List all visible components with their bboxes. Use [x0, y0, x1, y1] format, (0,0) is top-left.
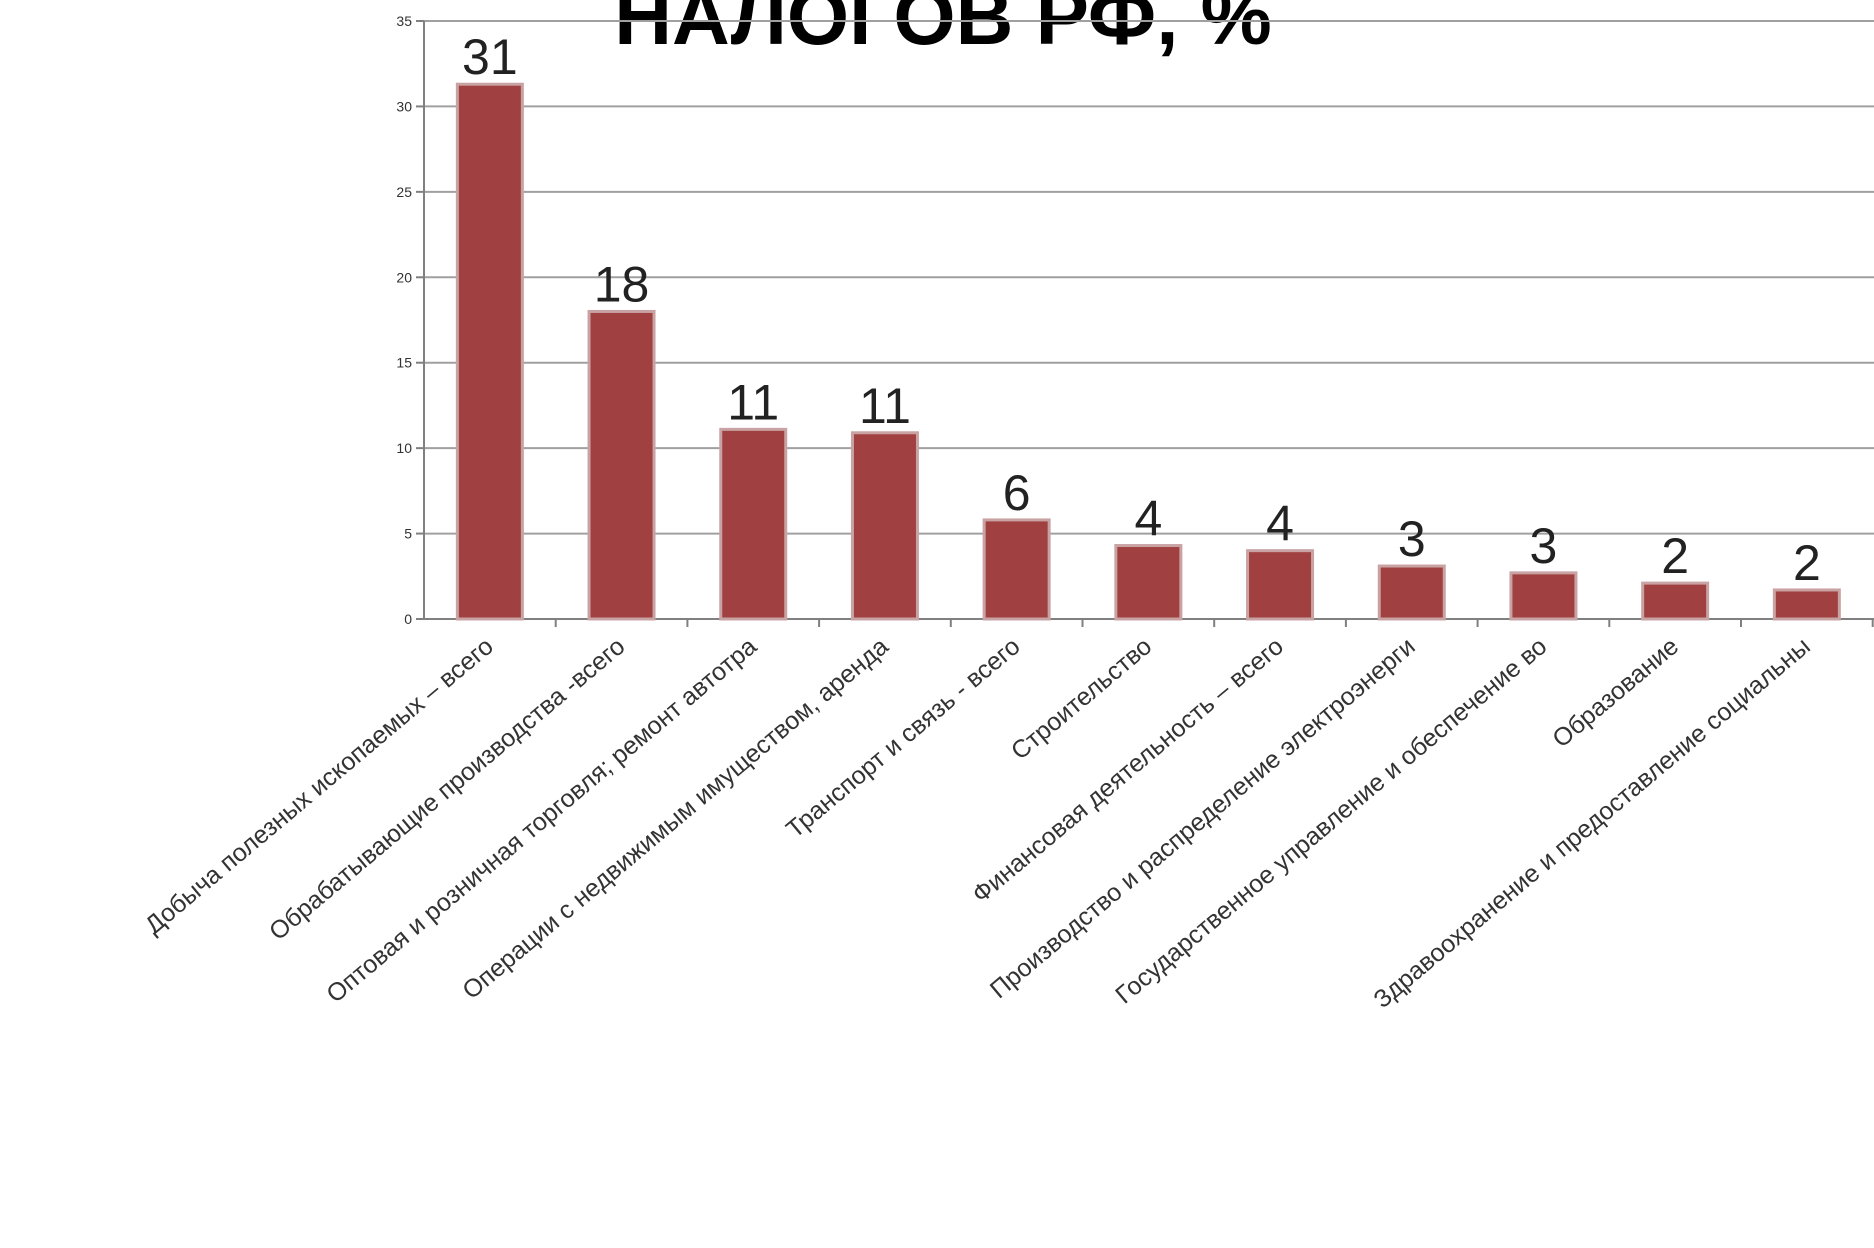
- category-label: Образование: [1547, 632, 1684, 753]
- bar: [1114, 544, 1183, 621]
- bar: [455, 82, 524, 621]
- bar-value-label: 2: [1793, 535, 1821, 591]
- y-tick-label: 25: [396, 184, 412, 200]
- bar-value-label: 6: [1003, 465, 1031, 521]
- bars: [455, 82, 1841, 621]
- y-tick-label: 0: [404, 611, 412, 627]
- bar-value-label: 3: [1398, 511, 1426, 567]
- y-tick-label: 20: [396, 269, 412, 285]
- category-labels: Добыча полезных ископаемых – всегоОбраба…: [140, 632, 1816, 1014]
- bar: [587, 309, 656, 621]
- chart-title: НАЛОГОВ РФ, %: [614, 0, 1272, 61]
- bar-value-label: 31: [462, 29, 518, 85]
- bar-value-label: 11: [859, 378, 911, 434]
- bar-value-label: 2: [1661, 528, 1689, 584]
- bar: [1641, 581, 1710, 621]
- y-tick-label: 15: [396, 355, 412, 371]
- bar: [850, 431, 919, 621]
- data-labels: 31 18 11 11 6 4 4 3 3 2 2: [462, 29, 1821, 591]
- bar-value-label: 4: [1266, 496, 1294, 552]
- bar: [1509, 571, 1578, 621]
- bar-value-label: 11: [727, 374, 779, 430]
- bar: [1377, 564, 1446, 621]
- bar: [1246, 549, 1315, 621]
- bar-value-label: 18: [594, 256, 650, 312]
- category-label: Здравоохранение и предоставление социаль…: [1368, 632, 1815, 1014]
- bar: [719, 427, 788, 621]
- bar: [982, 518, 1051, 621]
- y-tick-label: 10: [396, 440, 412, 456]
- y-tick-label: 35: [396, 13, 412, 29]
- y-tick-label: 30: [396, 98, 412, 114]
- bar-value-label: 4: [1134, 491, 1162, 547]
- bar: [1772, 588, 1841, 621]
- grid-lines: [424, 20, 1874, 535]
- y-tick-label: 5: [404, 526, 412, 542]
- bar-value-label: 3: [1530, 518, 1558, 574]
- category-label: Транспорт и связь - всего: [781, 632, 1026, 844]
